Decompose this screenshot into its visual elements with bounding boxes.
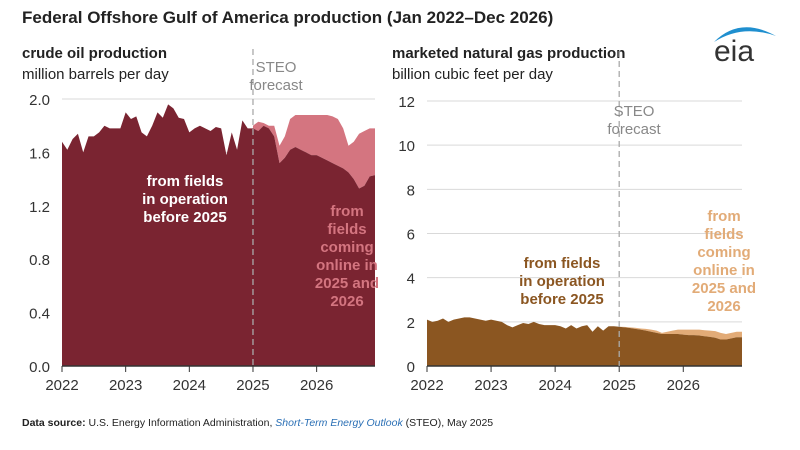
xtick-label-oil: 2024 xyxy=(173,377,206,394)
series-label-existing-oil: from fields xyxy=(147,173,224,190)
logo-text: eia xyxy=(714,35,754,64)
series-label-existing-gas: from fields xyxy=(524,255,601,272)
panel-title-oil: crude oil production xyxy=(22,45,167,62)
ytick-label-oil: 1.2 xyxy=(29,199,50,216)
xtick-label-gas: 2022 xyxy=(410,377,443,394)
series-label-new-oil: online in xyxy=(316,257,378,274)
series-label-existing-gas: before 2025 xyxy=(520,291,603,308)
series-label-new-gas: coming xyxy=(697,244,750,261)
area-new-fields-oil xyxy=(252,115,375,189)
series-label-new-gas: from xyxy=(707,208,740,225)
xtick-label-oil: 2025 xyxy=(236,377,269,394)
series-label-new-oil: 2026 xyxy=(330,293,363,310)
series-label-new-gas: 2026 xyxy=(707,298,740,315)
panel-ylabel-gas: billion cubic feet per day xyxy=(392,66,553,83)
ytick-label-gas: 4 xyxy=(407,271,415,288)
series-label-new-oil: 2025 and xyxy=(315,275,379,292)
footnote: Data source: U.S. Energy Information Adm… xyxy=(22,417,493,429)
xtick-label-oil: 2026 xyxy=(300,377,333,394)
ytick-label-oil: 2.0 xyxy=(29,92,50,109)
forecast-label-oil: forecast xyxy=(249,77,303,94)
ytick-label-oil: 0.8 xyxy=(29,252,50,269)
ytick-label-gas: 6 xyxy=(407,227,415,244)
series-label-existing-oil: in operation xyxy=(142,191,228,208)
series-label-new-oil: coming xyxy=(320,239,373,256)
xtick-label-gas: 2024 xyxy=(538,377,571,394)
series-label-new-gas: online in xyxy=(693,262,755,279)
area-new-fields-gas xyxy=(619,326,742,340)
xtick-label-oil: 2022 xyxy=(45,377,78,394)
xtick-label-gas: 2025 xyxy=(603,377,636,394)
panel-title-gas: marketed natural gas production xyxy=(392,45,625,62)
xtick-label-oil: 2023 xyxy=(109,377,142,394)
ytick-label-gas: 12 xyxy=(398,94,415,111)
eia-logo: eia xyxy=(714,27,776,64)
area-existing-fields-oil xyxy=(62,104,375,366)
ytick-label-gas: 10 xyxy=(398,138,415,155)
forecast-label-gas: forecast xyxy=(607,121,661,138)
footnote-link[interactable]: Short-Term Energy Outlook xyxy=(275,417,403,429)
series-label-new-gas: 2025 and xyxy=(692,280,756,297)
panel-ylabel-oil: million barrels per day xyxy=(22,66,169,83)
footnote-text2: (STEO), May 2025 xyxy=(402,417,494,429)
footnote-text1: U.S. Energy Information Administration, xyxy=(85,417,276,429)
ytick-label-oil: 0.4 xyxy=(29,306,50,323)
ytick-label-gas: 8 xyxy=(407,182,415,199)
ytick-label-oil: 0.0 xyxy=(29,359,50,376)
area-existing-fields-gas xyxy=(427,317,742,366)
figure-title: Federal Offshore Gulf of America product… xyxy=(22,8,554,27)
series-label-existing-oil: before 2025 xyxy=(143,209,226,226)
logo-swoosh xyxy=(714,27,776,42)
series-label-new-oil: fields xyxy=(327,221,366,238)
forecast-label-gas: STEO xyxy=(614,103,655,120)
xtick-label-gas: 2023 xyxy=(474,377,507,394)
ytick-label-oil: 1.6 xyxy=(29,145,50,162)
series-label-existing-gas: in operation xyxy=(519,273,605,290)
forecast-label-oil: STEO xyxy=(256,59,297,76)
footnote-label: Data source: xyxy=(22,417,86,429)
xtick-label-gas: 2026 xyxy=(667,377,700,394)
series-label-new-gas: fields xyxy=(704,226,743,243)
ytick-label-gas: 0 xyxy=(407,359,415,376)
ytick-label-gas: 2 xyxy=(407,315,415,332)
series-label-new-oil: from xyxy=(330,203,363,220)
